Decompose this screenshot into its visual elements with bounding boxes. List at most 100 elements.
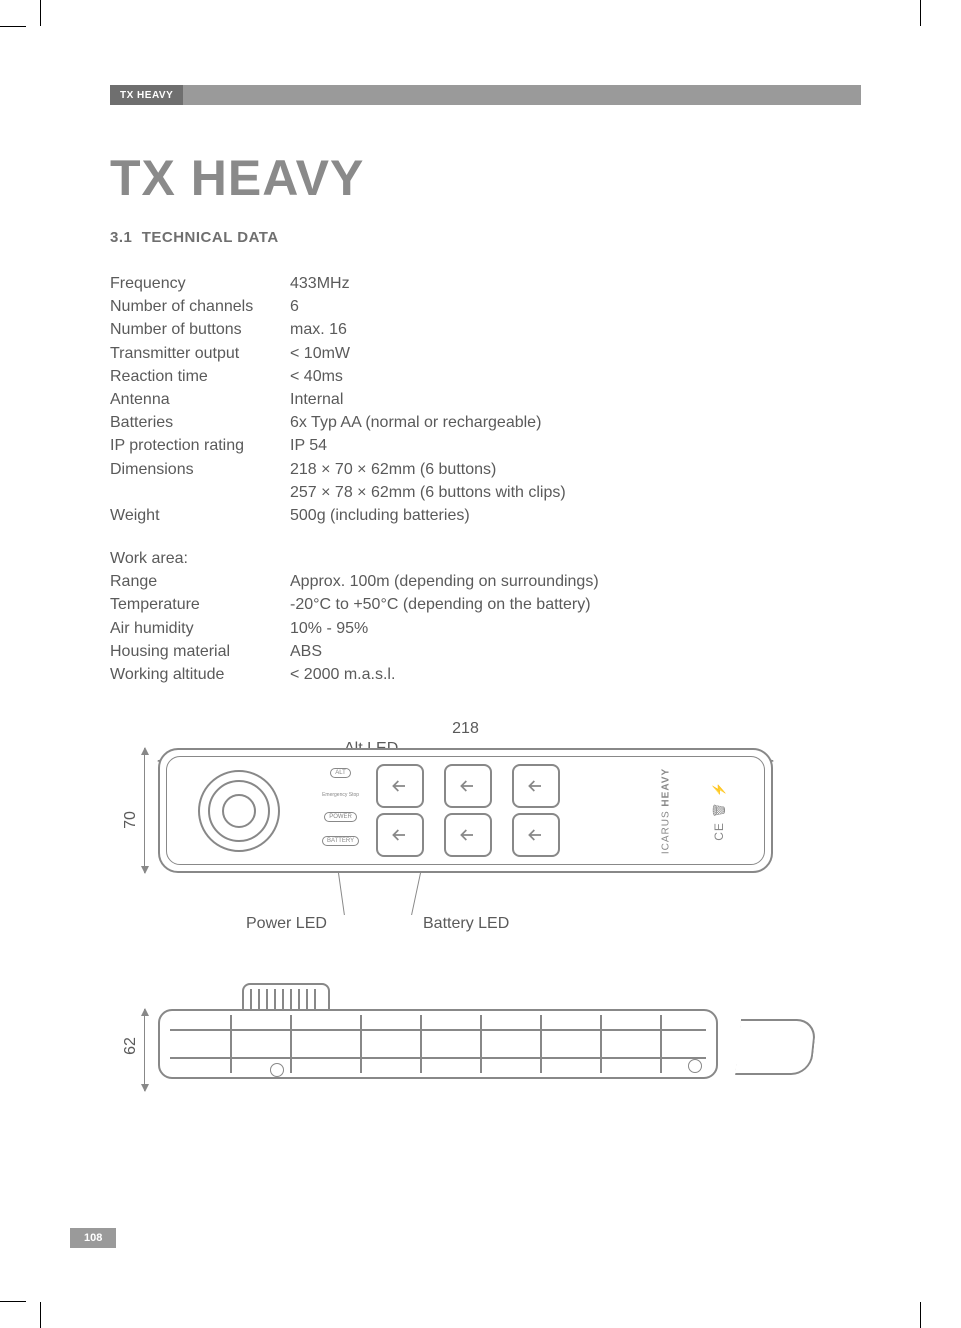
spec-label: Range [110, 570, 290, 593]
page-title: TX HEAVY [110, 149, 861, 207]
panel-divider [480, 1015, 482, 1073]
section-name: TECHNICAL DATA [142, 229, 279, 246]
technical-diagram: 218 Alt LED 70 ALT Emergency Stop POWER … [124, 720, 861, 1091]
spec-value: Approx. 100m (depending on surroundings) [290, 570, 861, 593]
led-battery-label: BATTERY [322, 836, 359, 846]
header-tab-bar: TX HEAVY [110, 85, 861, 105]
spec-label: IP protection rating [110, 434, 290, 457]
spec-row: RangeApprox. 100m (depending on surround… [110, 570, 861, 593]
spec-value: IP 54 [290, 434, 861, 457]
dimension-height-side: 62 [124, 983, 158, 1091]
spec-label: Reaction time [110, 365, 290, 388]
spec-value: 257 × 78 × 62mm (6 buttons with clips) [290, 481, 861, 504]
panel-divider [660, 1015, 662, 1073]
led-stop-label: Emergency Stop [322, 792, 359, 798]
device-brand-label: ICARUS HEAVY [660, 768, 671, 854]
callout-leaders: Power LED Battery LED [158, 877, 773, 937]
dimension-height-side-value: 62 [122, 1037, 140, 1055]
device-side-view [158, 983, 798, 1091]
spec-row: Number of buttonsmax. 16 [110, 318, 861, 341]
panel-divider [230, 1015, 232, 1073]
spec-row: Housing materialABS [110, 640, 861, 663]
spec-value: < 2000 m.a.s.l. [290, 663, 861, 686]
panel-divider [290, 1015, 292, 1073]
spec-row: Air humidity10% - 95% [110, 617, 861, 640]
dimension-width: 218 Alt LED [158, 720, 773, 742]
section-number: 3.1 [110, 229, 132, 246]
spec-value: ABS [290, 640, 861, 663]
spec-row: Batteries6x Typ AA (normal or rechargeab… [110, 411, 861, 434]
device-button-icon [444, 764, 492, 808]
spec-row: Dimensions218 × 70 × 62mm (6 buttons) [110, 458, 861, 481]
clip-hook-icon [735, 1019, 817, 1075]
spec-row: IP protection ratingIP 54 [110, 434, 861, 457]
spec-label: Antenna [110, 388, 290, 411]
estop-cap-icon [242, 983, 330, 1011]
device-side-body [158, 1009, 718, 1079]
page-content: TX HEAVY TX HEAVY 3.1 TECHNICAL DATA Fre… [110, 85, 861, 1091]
work-area-heading-label: Work area: [110, 547, 290, 570]
device-button-icon [512, 764, 560, 808]
spec-row: Frequency433MHz [110, 272, 861, 295]
callout-battery-led: Battery LED [423, 915, 509, 933]
spec-label: Transmitter output [110, 342, 290, 365]
spec-value: 10% - 95% [290, 617, 861, 640]
spec-row: 257 × 78 × 62mm (6 buttons with clips) [110, 481, 861, 504]
panel-divider [600, 1015, 602, 1073]
spec-row: AntennaInternal [110, 388, 861, 411]
led-labels-column: ALT Emergency Stop POWER BATTERY [322, 768, 359, 846]
spec-row: Reaction time< 40ms [110, 365, 861, 388]
spec-row: Working altitude< 2000 m.a.s.l. [110, 663, 861, 686]
dimension-width-value: 218 [158, 720, 773, 740]
spec-label: Air humidity [110, 617, 290, 640]
led-power-label: POWER [324, 812, 357, 822]
spec-value: 218 × 70 × 62mm (6 buttons) [290, 458, 861, 481]
spec-row: Temperature-20°C to +50°C (depending on … [110, 593, 861, 616]
dimension-height-top-value: 70 [122, 811, 140, 829]
spec-value: 6 [290, 295, 861, 318]
callout-power-led: Power LED [246, 915, 327, 933]
screw-icon [270, 1063, 284, 1077]
spec-value: < 10mW [290, 342, 861, 365]
work-area-heading: Work area: [110, 547, 861, 570]
spec-label: Number of channels [110, 295, 290, 318]
page-number: 108 [70, 1228, 116, 1248]
emergency-stop-icon [198, 770, 280, 852]
spec-label: Housing material [110, 640, 290, 663]
dimension-height-top: 70 [124, 748, 158, 873]
device-button-icon [376, 813, 424, 857]
panel-divider [360, 1015, 362, 1073]
spec-row: Transmitter output< 10mW [110, 342, 861, 365]
device-top-view: ALT Emergency Stop POWER BATTERY ICARUS … [158, 748, 773, 873]
spec-label: Frequency [110, 272, 290, 295]
brand-model: HEAVY [660, 768, 671, 807]
spec-value: 6x Typ AA (normal or rechargeable) [290, 411, 861, 434]
device-button-icon [444, 813, 492, 857]
section-heading: 3.1 TECHNICAL DATA [110, 229, 861, 246]
spec-label: Number of buttons [110, 318, 290, 341]
led-alt-label: ALT [330, 768, 351, 778]
spec-label: Batteries [110, 411, 290, 434]
spec-label: Weight [110, 504, 290, 527]
spec-row: Number of channels6 [110, 295, 861, 318]
screw-icon [688, 1059, 702, 1073]
spec-label: Temperature [110, 593, 290, 616]
header-tab-label: TX HEAVY [110, 85, 183, 105]
spec-value: max. 16 [290, 318, 861, 341]
spec-label: Working altitude [110, 663, 290, 686]
device-button-icon [512, 813, 560, 857]
panel-divider [420, 1015, 422, 1073]
spec-value: Internal [290, 388, 861, 411]
spec-row: Weight500g (including batteries) [110, 504, 861, 527]
device-button-icon [376, 764, 424, 808]
spec-value: 433MHz [290, 272, 861, 295]
spec-label: Dimensions [110, 458, 290, 481]
device-cert-icons: CE 🗑 ⚡ [712, 781, 726, 841]
panel-divider [540, 1015, 542, 1073]
spec-label [110, 481, 290, 504]
spec-value: 500g (including batteries) [290, 504, 861, 527]
spec-table: Frequency433MHz Number of channels6 Numb… [110, 272, 861, 686]
spec-value: -20°C to +50°C (depending on the battery… [290, 593, 861, 616]
spec-value: < 40ms [290, 365, 861, 388]
brand-name: ICARUS [660, 810, 671, 854]
